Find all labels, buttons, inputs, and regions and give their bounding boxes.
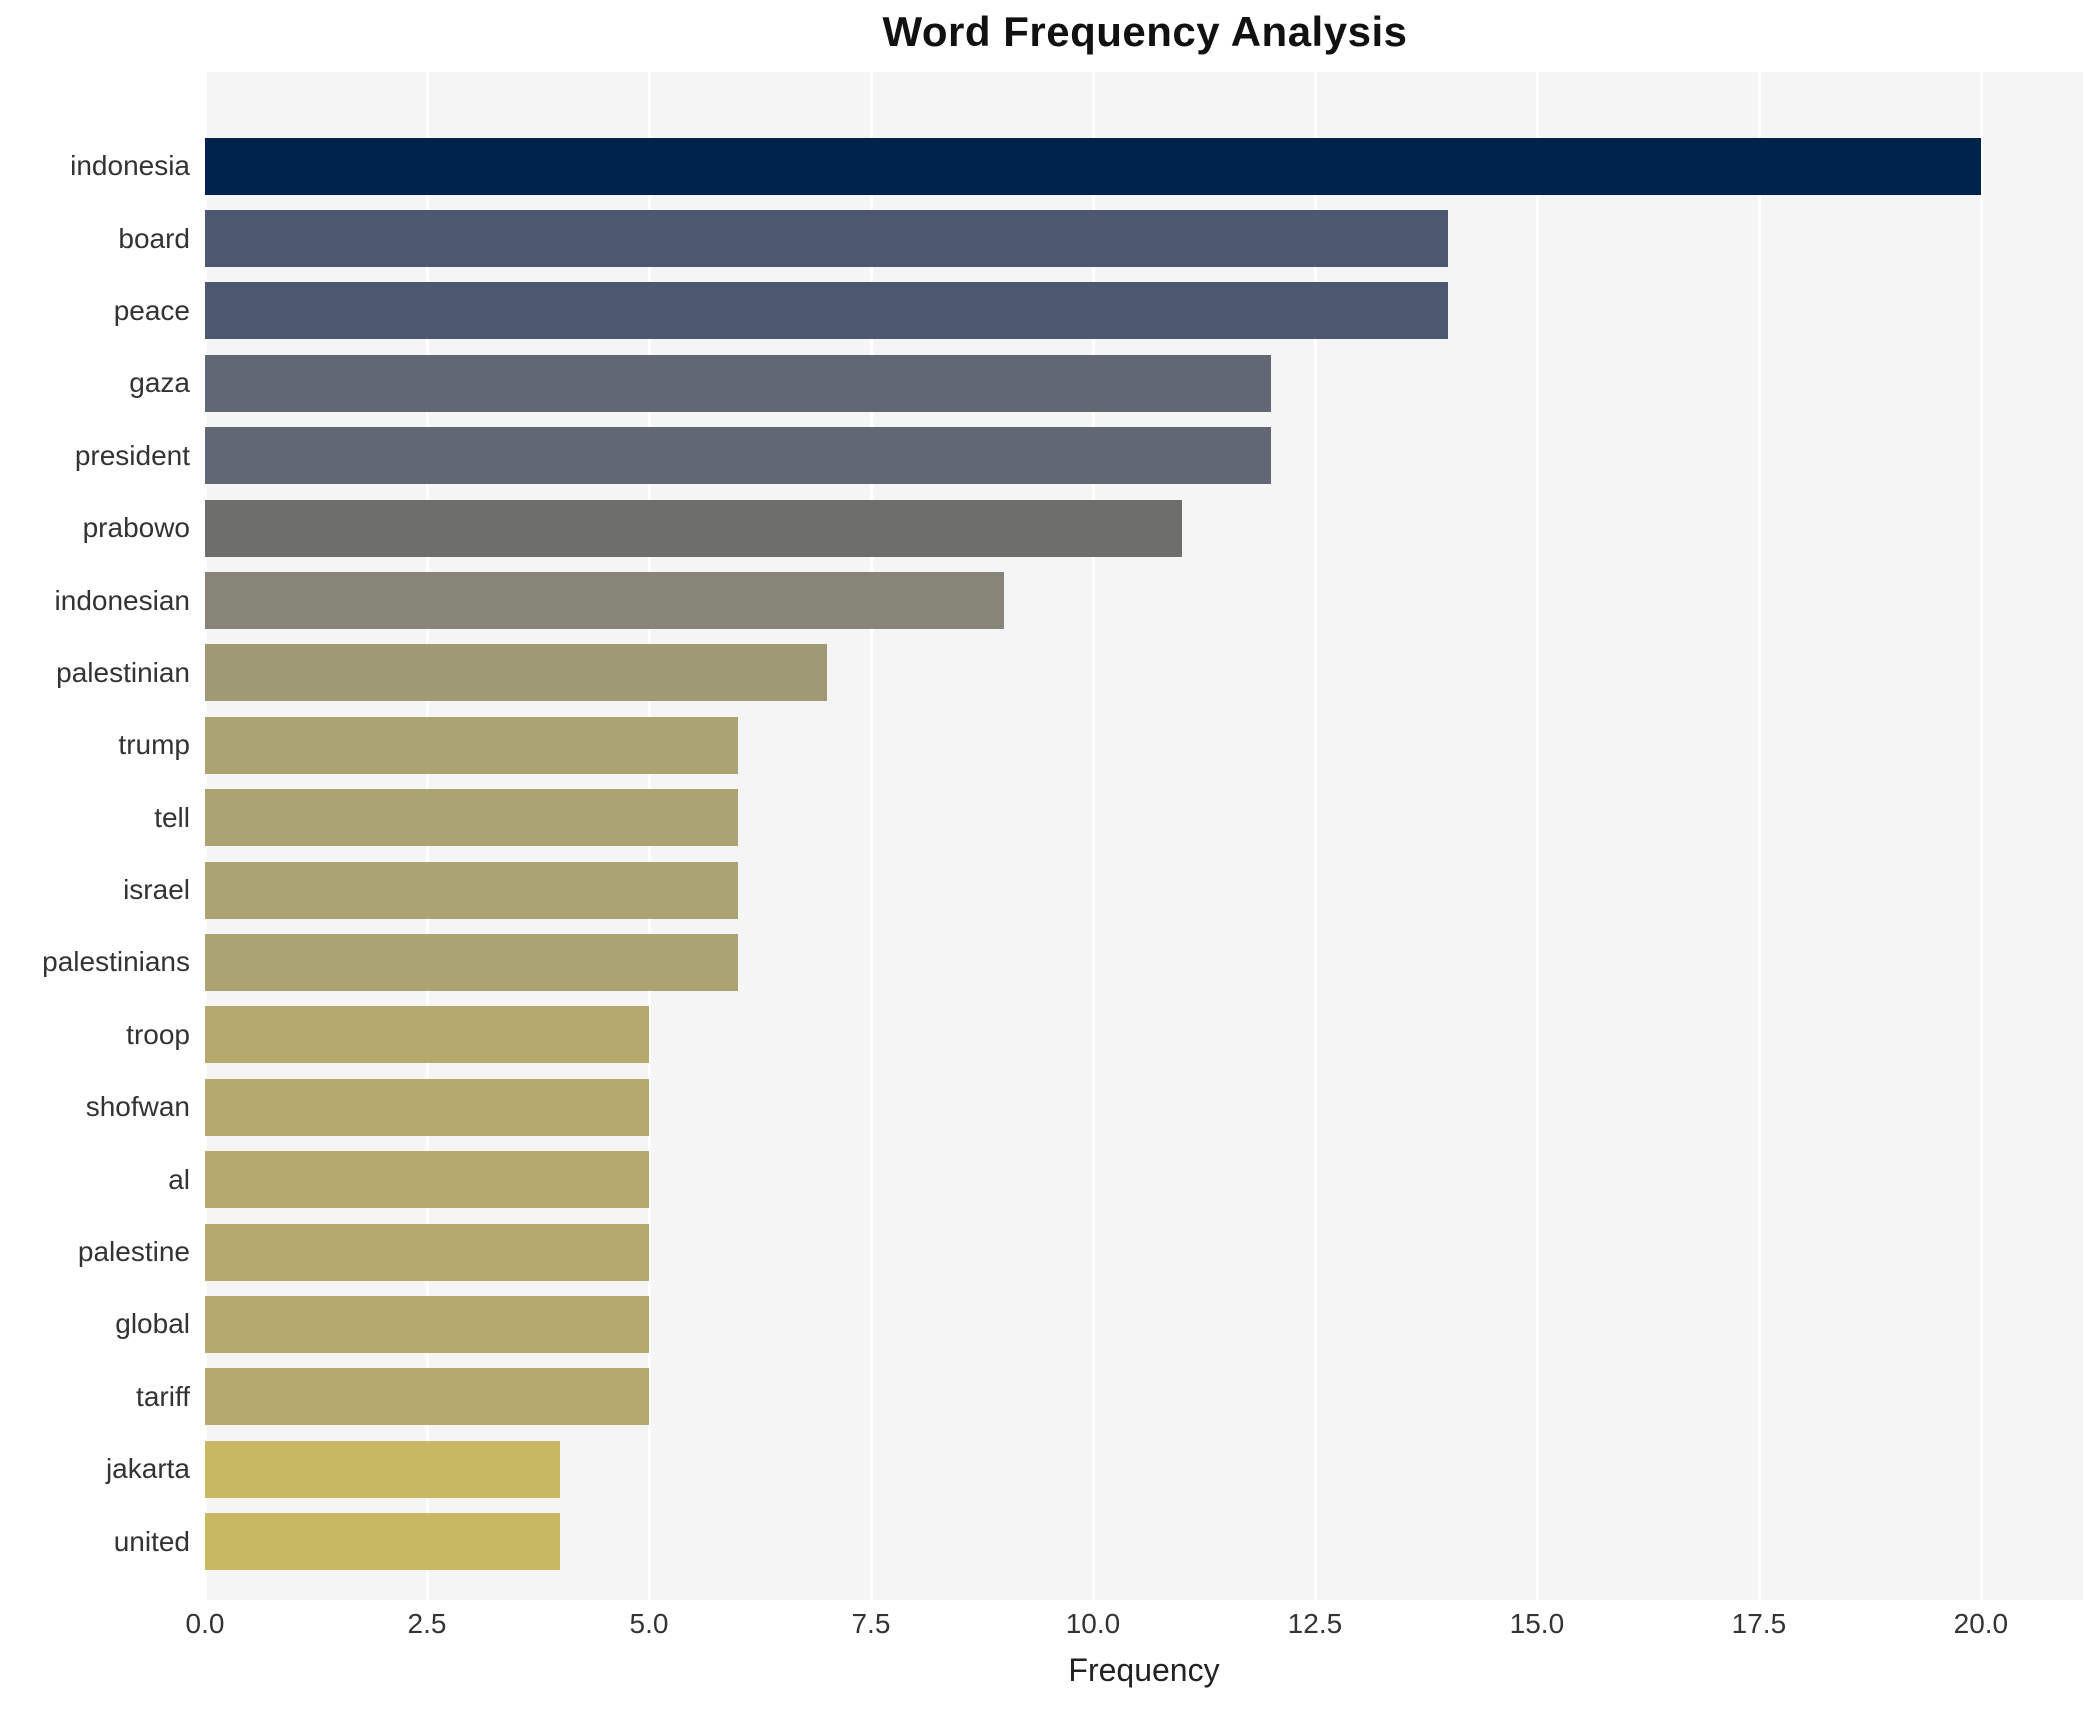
y-axis-label: israel xyxy=(123,874,190,906)
bar-united xyxy=(205,1513,561,1571)
bar-gaza xyxy=(205,354,1271,412)
bar-row xyxy=(205,637,2083,709)
chart-title: Word Frequency Analysis xyxy=(882,8,1408,55)
y-axis-label: indonesian xyxy=(54,584,190,616)
plot-area xyxy=(204,72,2083,1600)
y-axis-label: board xyxy=(118,222,190,254)
bar-al xyxy=(205,1151,649,1209)
x-tick-label: 0.0 xyxy=(185,1608,225,1639)
bar-row xyxy=(205,782,2083,854)
grid-line xyxy=(1979,72,1983,1600)
bar-israel xyxy=(205,861,738,919)
y-axis-label: peace xyxy=(113,294,190,326)
x-tick-label: 15.0 xyxy=(1509,1608,1565,1639)
x-axis-title: Frequency xyxy=(1068,1652,1220,1688)
bar-row xyxy=(205,130,2083,202)
y-axis: indonesia board peace gaza president prabowo i… xyxy=(0,72,190,1600)
y-axis-label: palestinians xyxy=(42,946,190,978)
y-axis-label: al xyxy=(168,1163,190,1195)
bar-row xyxy=(205,1216,2083,1288)
y-axis-label: prabowo xyxy=(82,512,190,544)
grid-line xyxy=(1091,72,1095,1600)
bar-indonesia xyxy=(205,137,1981,195)
x-tick-label: 7.5 xyxy=(851,1608,891,1639)
bar-row xyxy=(205,709,2083,781)
bars-area xyxy=(205,72,2083,1600)
y-axis-label: palestinian xyxy=(56,656,190,688)
y-axis-label: shofwan xyxy=(85,1091,190,1123)
bar-troop xyxy=(205,1006,649,1064)
bar-row xyxy=(205,999,2083,1071)
x-tick-label: 10.0 xyxy=(1065,1608,1121,1639)
y-axis-label: gaza xyxy=(129,367,190,399)
bar-row xyxy=(205,492,2083,564)
bar-row xyxy=(205,1505,2083,1577)
grid-line xyxy=(1313,72,1317,1600)
grid-line xyxy=(1757,72,1761,1600)
bar-row xyxy=(205,1071,2083,1143)
y-axis-label: tariff xyxy=(136,1380,190,1412)
bar-shofwan xyxy=(205,1078,649,1136)
bar-global xyxy=(205,1295,649,1353)
bar-president xyxy=(205,427,1271,485)
bar-board xyxy=(205,210,1449,268)
y-axis-label: united xyxy=(113,1525,190,1557)
bar-row xyxy=(205,1361,2083,1433)
bar-row xyxy=(205,1433,2083,1505)
bar-row xyxy=(205,202,2083,274)
x-tick-label: 12.5 xyxy=(1287,1608,1343,1639)
y-axis-label: palestine xyxy=(77,1236,190,1268)
bar-trump xyxy=(205,716,738,774)
y-axis-label: tell xyxy=(154,801,190,833)
y-axis-label: indonesia xyxy=(70,150,190,182)
bar-row xyxy=(205,854,2083,926)
bar-palestinian xyxy=(205,644,827,702)
x-tick-label: 17.5 xyxy=(1731,1608,1787,1639)
bar-row xyxy=(205,420,2083,492)
bar-prabowo xyxy=(205,499,1182,557)
bar-row xyxy=(205,1288,2083,1360)
bar-peace xyxy=(205,282,1449,340)
x-tick-label: 5.0 xyxy=(629,1608,669,1639)
grid-line xyxy=(1535,72,1539,1600)
x-tick-label: 20.0 xyxy=(1953,1608,2009,1639)
bar-row xyxy=(205,926,2083,998)
x-axis: 0.0 2.5 5.0 7.5 10.0 12.5 15.0 17.5 20.0 xyxy=(186,1600,2083,1646)
bar-indonesian xyxy=(205,572,1005,630)
bar-tell xyxy=(205,789,738,847)
grid-line xyxy=(869,72,873,1600)
y-axis-label: trump xyxy=(118,729,190,761)
x-tick-label: 2.5 xyxy=(407,1608,447,1639)
y-axis-label: jakarta xyxy=(105,1453,190,1485)
bar-jakarta xyxy=(205,1440,561,1498)
bar-tariff xyxy=(205,1368,649,1426)
bar-row xyxy=(205,1143,2083,1215)
bar-palestine xyxy=(205,1223,649,1281)
bar-palestinians xyxy=(205,933,738,991)
y-axis-label: president xyxy=(74,439,190,471)
bar-row xyxy=(205,275,2083,347)
y-axis-label: troop xyxy=(126,1018,190,1050)
y-axis-label: global xyxy=(115,1308,190,1340)
bar-row xyxy=(205,347,2083,419)
bar-row xyxy=(205,564,2083,636)
